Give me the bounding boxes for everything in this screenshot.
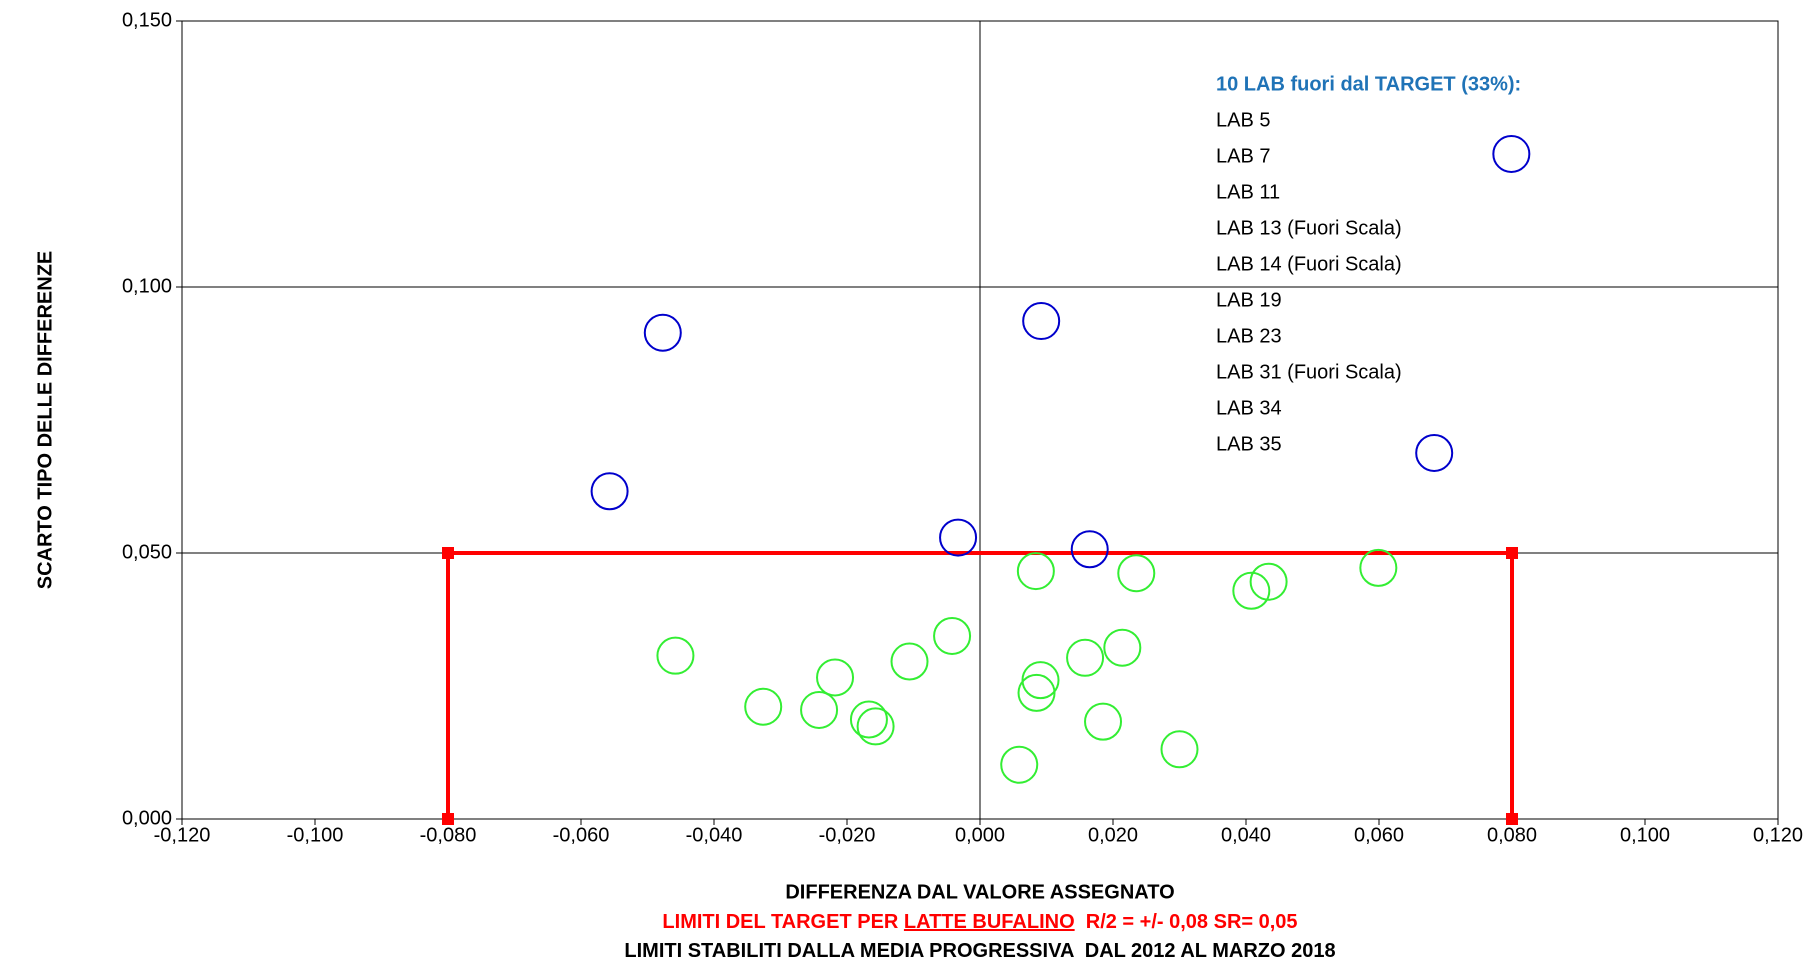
annotation-line: LAB 7 [1216,145,1270,167]
limit-marker [1506,813,1518,825]
annotation-line: LAB 11 [1216,181,1280,203]
x-tick-label: 0,080 [1487,824,1537,846]
note: LIMITI DEL TARGET PER LATTE BUFALINO R/2… [662,911,1297,933]
point [643,313,682,352]
x-tick-label: -0,100 [287,824,344,846]
x-tick-label: 0,120 [1753,824,1803,846]
point [816,658,855,697]
annotation-line: LAB 14 (Fuori Scala) [1216,253,1402,275]
x-axis-title: DIFFERENZA DAL VALORE ASSEGNATO [785,881,1174,903]
point [1249,562,1288,601]
point [1084,702,1123,741]
note-part: LIMITI DEL TARGET PER [662,911,903,933]
y-axis-title: SCARTO TIPO DELLE DIFFERENZE [34,251,56,590]
x-tick-label: 0,100 [1620,824,1670,846]
point [1415,433,1454,472]
y-tick-label: 0,000 [122,807,172,829]
point [1492,135,1531,173]
x-tick-label: -0,080 [420,824,477,846]
limit-marker [442,813,454,825]
limit-marker [1506,547,1518,559]
point [1232,571,1271,610]
y-tick-label: 0,050 [122,541,172,563]
x-tick-label: 0,040 [1221,824,1271,846]
limit-marker [442,547,454,559]
point [1016,552,1055,591]
x-tick-label: -0,040 [686,824,743,846]
x-tick-label: -0,060 [553,824,610,846]
note-part: R/2 = +/- 0,08 SR= 0,05 [1075,911,1298,933]
note-part: LATTE BUFALINO [904,911,1075,933]
annotation-line: LAB 23 [1216,325,1282,347]
x-tick-label: -0,020 [819,824,876,846]
point [1000,745,1039,784]
point [1017,673,1056,712]
point [1070,530,1109,569]
x-tick-label: -0,120 [154,824,211,846]
note: LIMITI STABILITI DALLA MEDIA PROGRESSIVA… [624,940,1335,962]
annotation-line: LAB 31 (Fuori Scala) [1216,361,1402,383]
note-part: LIMITI STABILITI DALLA MEDIA PROGRESSIVA… [624,940,1335,962]
y-tick-label: 0,100 [122,275,172,297]
point [1160,730,1199,769]
annotation-line: LAB 34 [1216,397,1282,419]
annotation-line: LAB 5 [1216,109,1270,131]
x-tick-label: 0,000 [955,824,1005,846]
point [590,472,629,511]
point [1103,628,1142,667]
annotation-title: 10 LAB fuori dal TARGET (33%): [1216,73,1521,95]
point [856,707,895,746]
annotation-line: LAB 35 [1216,433,1282,455]
point [849,700,888,739]
point [744,687,783,726]
point [933,616,972,655]
point [1066,638,1105,677]
point [1021,661,1060,700]
y-tick-label: 0,150 [122,9,172,31]
point [1022,302,1061,341]
point [1359,548,1398,587]
point [1117,554,1156,593]
point [890,642,929,681]
point [939,518,978,557]
annotation-line: LAB 13 (Fuori Scala) [1216,217,1402,239]
target-limit [446,551,1514,819]
x-tick-label: 0,020 [1088,824,1138,846]
point [800,690,839,729]
annotation-line: LAB 19 [1216,289,1282,311]
point [656,636,695,675]
x-tick-label: 0,060 [1354,824,1404,846]
